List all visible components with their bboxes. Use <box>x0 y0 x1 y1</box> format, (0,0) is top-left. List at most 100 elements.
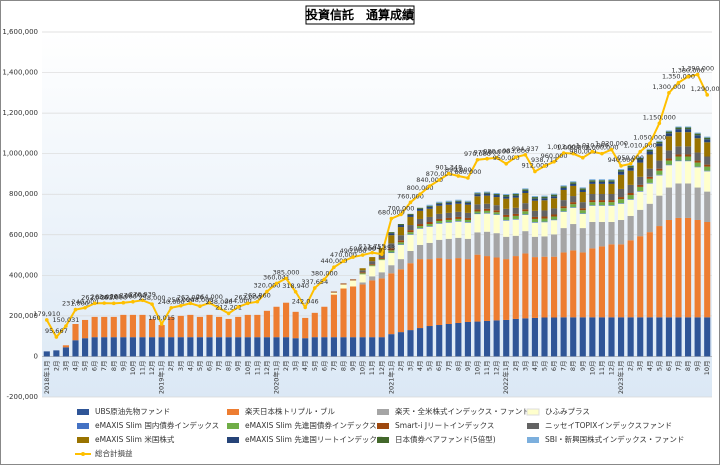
bar-segment <box>397 242 404 245</box>
total-marker <box>533 169 537 174</box>
bar-segment <box>91 337 98 357</box>
bar-segment <box>464 222 471 223</box>
total-marker <box>389 216 394 221</box>
bar-segment <box>589 183 596 195</box>
bar-segment <box>464 259 471 322</box>
bar-segment <box>436 201 443 203</box>
bar-segment <box>292 338 299 357</box>
bar-segment <box>407 214 414 217</box>
bar-segment <box>665 160 672 165</box>
bar-segment <box>455 216 462 219</box>
x-tick-label: 9月 <box>119 360 127 371</box>
bar-segment <box>598 205 605 223</box>
bar-segment <box>675 217 682 318</box>
total-marker <box>590 149 595 154</box>
bar-segment <box>436 223 443 240</box>
x-tick-label: 9月 <box>694 360 702 371</box>
bar-segment <box>627 184 634 194</box>
bar-segment <box>407 216 414 226</box>
x-tick-label: 2020年1月 <box>272 360 281 394</box>
bar-segment <box>608 317 615 357</box>
bar-segment <box>426 206 433 209</box>
bar-segment <box>531 210 538 217</box>
bar-segment <box>627 215 634 241</box>
bar-segment <box>646 317 653 357</box>
bar-segment <box>493 194 500 196</box>
bar-segment <box>675 146 682 155</box>
bar-segment <box>589 194 596 201</box>
bar-segment <box>560 252 567 318</box>
data-label: 320,000 <box>253 282 280 290</box>
total-marker <box>198 304 202 308</box>
bar-segment <box>627 167 634 171</box>
data-label: 504,353 <box>368 244 395 252</box>
bar-segment <box>302 317 309 339</box>
bar-segment <box>426 222 433 225</box>
bar-segment <box>618 203 625 204</box>
bar-segment <box>388 253 395 266</box>
bar-segment <box>417 259 424 329</box>
x-tick-label: 8月 <box>569 360 577 371</box>
bar-segment <box>388 232 395 234</box>
bar-segment <box>407 230 414 233</box>
bar-segment <box>484 320 491 357</box>
bar-segment <box>570 207 577 208</box>
bar-segment <box>608 244 615 318</box>
data-label: 938,711 <box>531 156 558 164</box>
data-label: 840,000 <box>416 176 443 184</box>
bar-segment <box>206 337 213 357</box>
data-label: 901,348 <box>435 164 462 172</box>
bar-segment <box>417 226 424 229</box>
bar-segment <box>350 279 357 281</box>
bar-segment <box>254 314 261 338</box>
bar-segment <box>273 337 280 357</box>
bar-segment <box>91 316 98 338</box>
bar-segment <box>608 205 615 223</box>
data-label: 262,000 <box>100 293 127 301</box>
bar-segment <box>110 316 117 338</box>
data-label: 950,000 <box>493 154 520 162</box>
bar-segment <box>493 257 500 321</box>
bar-segment <box>484 191 491 193</box>
x-tick-label: 11月 <box>368 360 376 375</box>
bar-segment <box>426 242 433 260</box>
bar-segment <box>417 208 424 211</box>
bar-segment <box>464 238 471 260</box>
bar-segment <box>637 176 644 185</box>
bar-segment <box>417 224 424 227</box>
bar-segment <box>656 226 663 318</box>
bar-segment <box>158 325 165 338</box>
bar-segment <box>665 165 672 188</box>
bar-segment <box>330 294 337 338</box>
bar-segment <box>512 207 519 214</box>
x-tick-label: 2月 <box>167 360 175 371</box>
total-marker <box>466 176 470 180</box>
bar-segment <box>445 202 452 205</box>
legend-marker <box>81 452 85 456</box>
data-label: 1,003,000 <box>547 143 580 151</box>
total-marker <box>131 299 135 304</box>
total-marker <box>399 212 403 217</box>
x-tick-label: 8月 <box>110 360 118 371</box>
bar-segment <box>541 216 548 219</box>
bar-segment <box>340 288 347 338</box>
bar-segment <box>369 265 376 267</box>
bar-segment <box>455 201 462 204</box>
bar-segment <box>512 318 519 357</box>
bar-segment <box>263 310 270 338</box>
total-marker <box>265 289 269 294</box>
x-tick-label: 6月 <box>91 360 99 371</box>
bar-segment <box>474 204 481 210</box>
data-label: 179,910 <box>33 310 60 318</box>
bar-segment <box>359 337 366 357</box>
total-marker <box>705 93 710 97</box>
bar-segment <box>292 311 299 339</box>
bar-segment <box>397 227 404 236</box>
data-label: 262,000 <box>234 293 261 301</box>
legend-label: eMAXIS Slim 米国株式 <box>95 434 175 444</box>
data-label: 1,290,000 <box>691 85 720 93</box>
data-label: 880,000 <box>454 168 481 176</box>
bar-segment <box>608 180 615 182</box>
bar-segment <box>417 207 424 209</box>
data-label: 262,000 <box>177 293 204 301</box>
